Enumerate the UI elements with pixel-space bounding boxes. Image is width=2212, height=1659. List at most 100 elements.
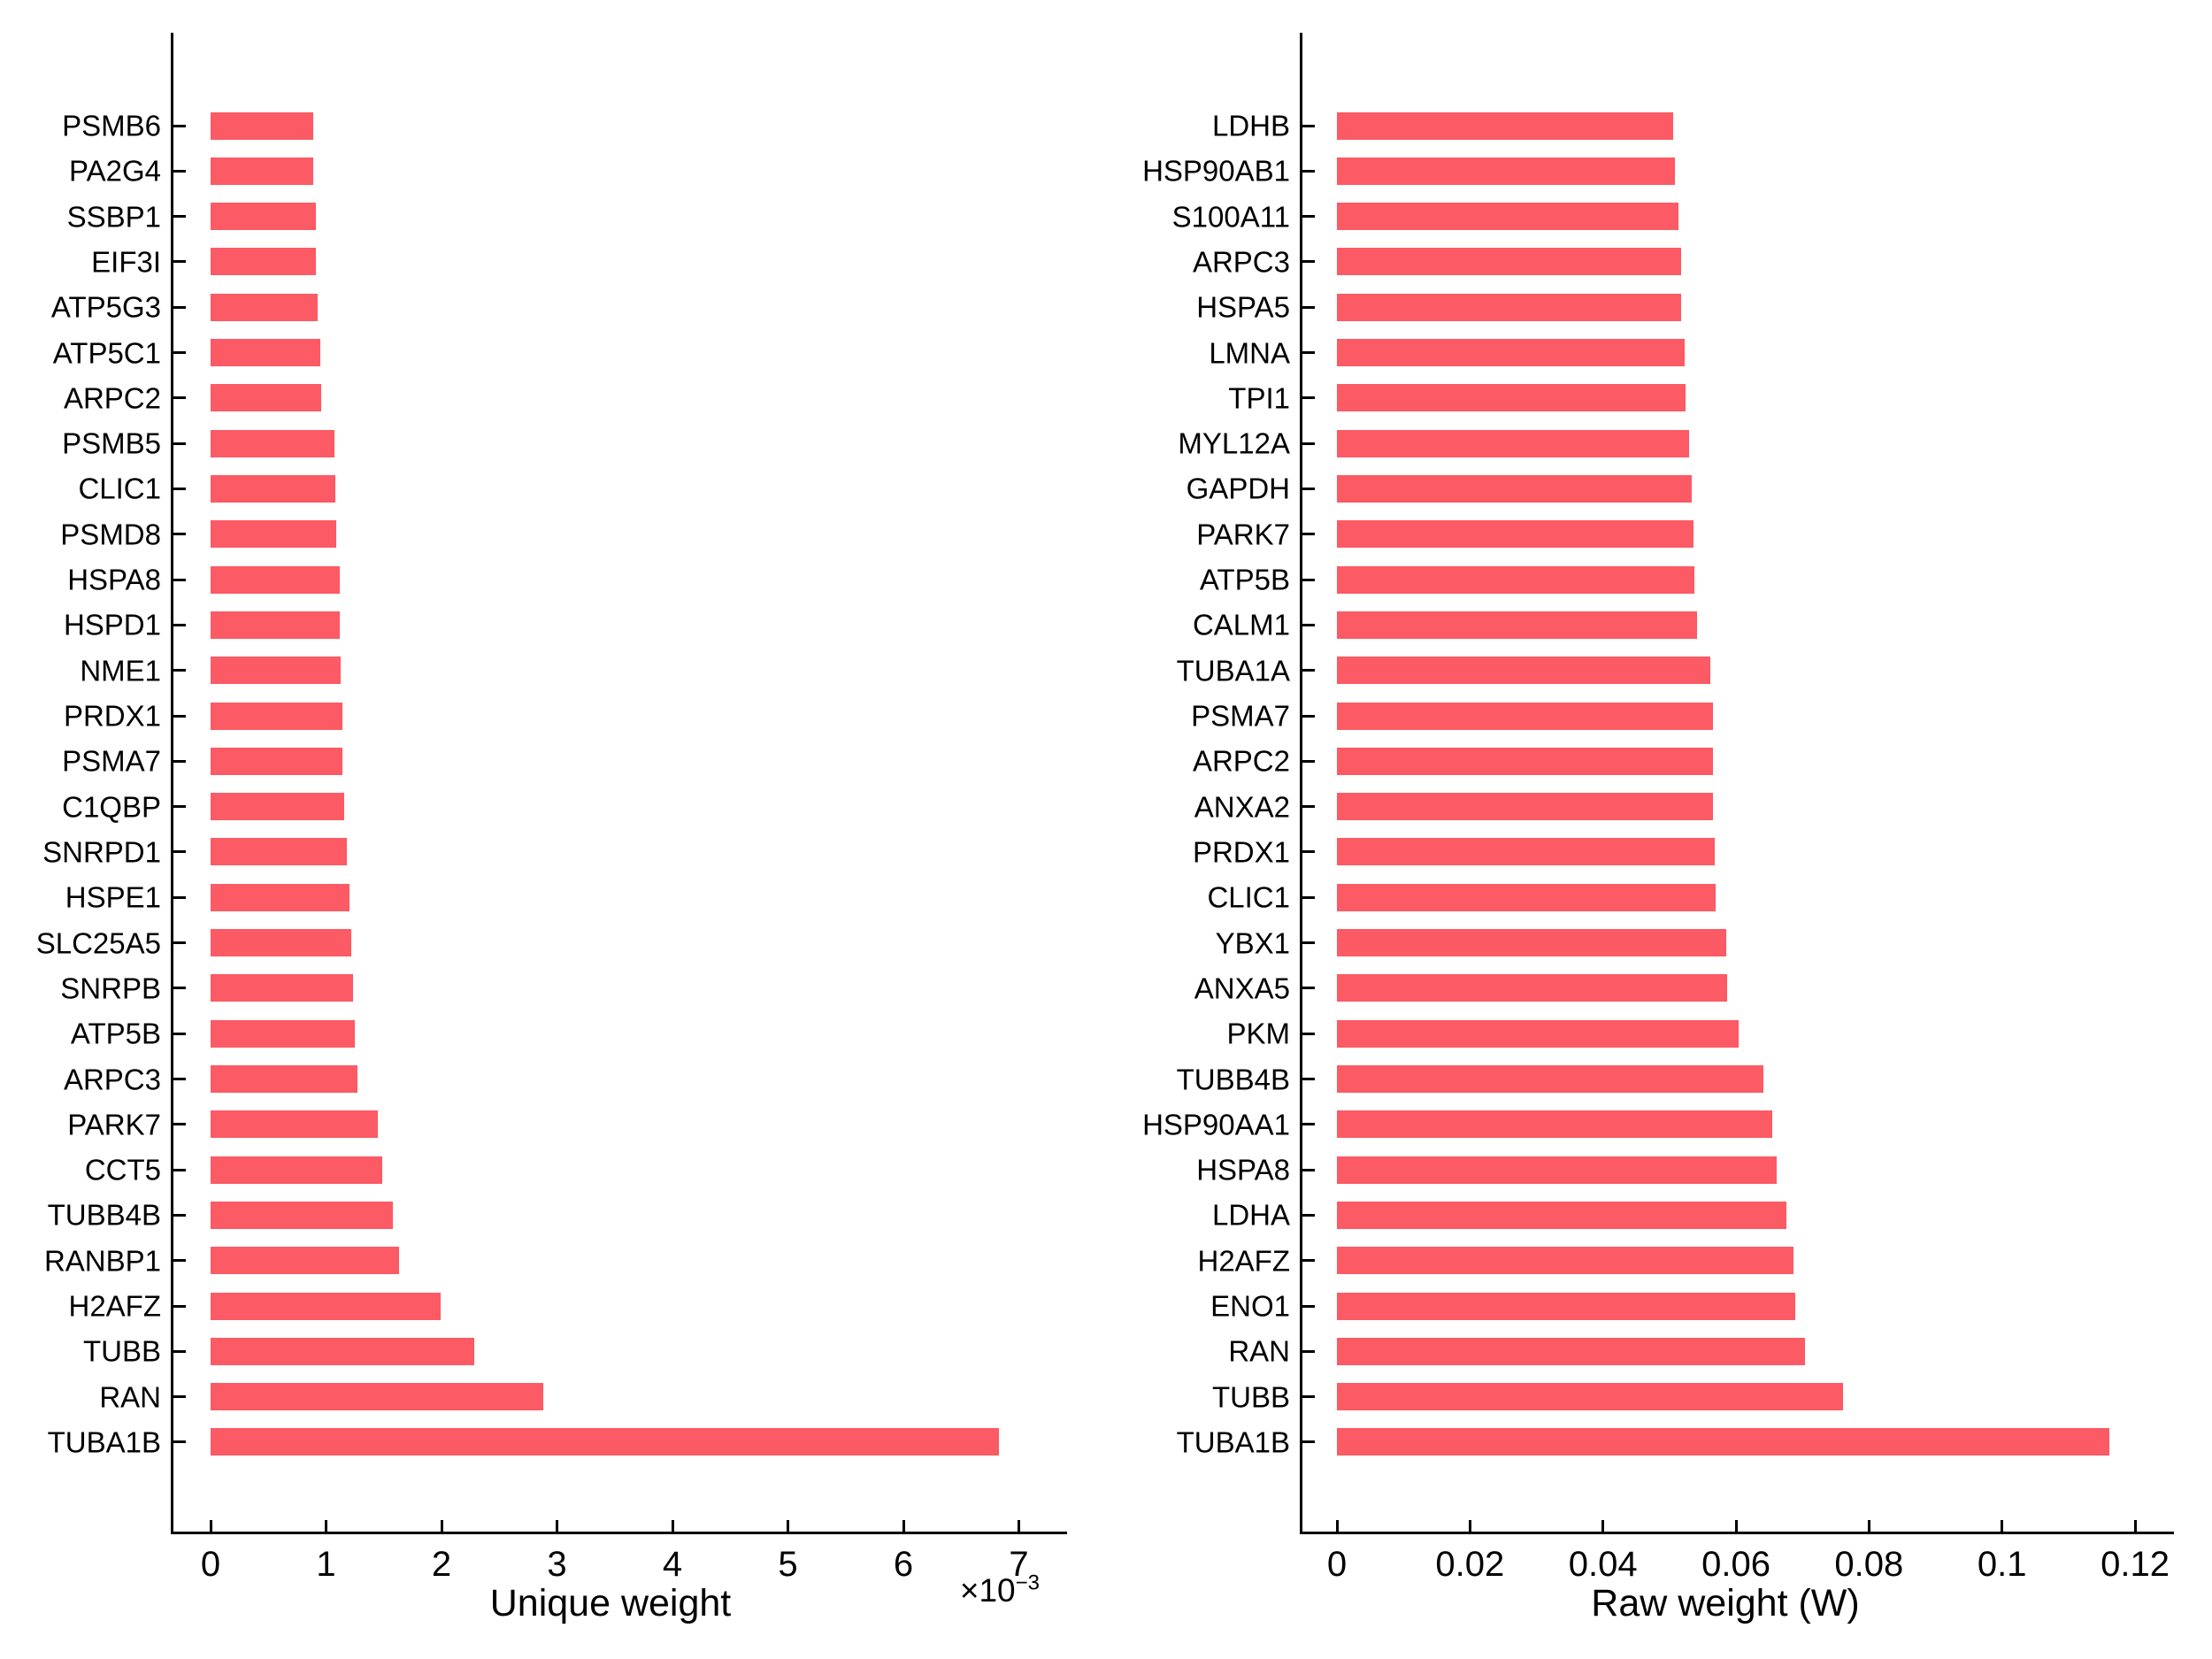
- y-category-label: PRDX1: [63, 699, 161, 733]
- y-category-label: PARK7: [67, 1108, 161, 1141]
- y-category-label: RAN: [1228, 1334, 1290, 1368]
- bar: [1337, 1019, 1740, 1048]
- x-tick-label: 3: [547, 1545, 567, 1584]
- y-category-label: LDHB: [1211, 109, 1290, 142]
- y-tick: [171, 759, 186, 763]
- y-tick: [1300, 215, 1315, 219]
- bar: [211, 1201, 394, 1229]
- bar: [211, 1110, 379, 1139]
- y-category-label: ARPC2: [1192, 744, 1290, 778]
- y-category-label: NME1: [80, 654, 161, 687]
- bar: [1337, 1428, 2109, 1456]
- y-category-label: CCT5: [84, 1153, 161, 1187]
- y-tick: [1300, 124, 1315, 127]
- y-tick: [171, 305, 186, 309]
- bar: [211, 1247, 399, 1275]
- y-category-label: RANBP1: [43, 1244, 161, 1278]
- x-tick-label: 0.12: [2101, 1545, 2170, 1584]
- y-category-label: TUBA1B: [1176, 1425, 1290, 1459]
- bar: [1337, 611, 1698, 639]
- exponent-value: −3: [1015, 1571, 1040, 1595]
- bar: [1337, 838, 1715, 866]
- y-tick: [1300, 1440, 1315, 1444]
- y-category-label: ANXA2: [1194, 790, 1290, 824]
- x-tick: [209, 1520, 212, 1534]
- y-tick: [171, 396, 186, 400]
- y-tick: [171, 805, 186, 809]
- y-tick: [171, 169, 186, 173]
- x-tick-label: 0.04: [1568, 1545, 1638, 1584]
- y-tick: [1300, 805, 1315, 809]
- bar: [1337, 1292, 1795, 1320]
- bar: [211, 611, 341, 639]
- bar: [1337, 1156, 1777, 1184]
- bar: [1337, 293, 1682, 321]
- bar: [211, 1428, 1000, 1456]
- y-category-label: SNRPB: [60, 972, 161, 1005]
- y-category-label: HSPD1: [63, 608, 161, 641]
- y-tick: [171, 850, 186, 854]
- x-tick-label: 7: [1009, 1545, 1029, 1584]
- bar: [211, 1292, 441, 1320]
- x-tick: [1867, 1520, 1870, 1534]
- bar: [211, 1065, 357, 1093]
- bar: [1337, 203, 1679, 231]
- y-tick: [1300, 396, 1315, 400]
- y-tick: [171, 533, 186, 536]
- y-category-label: CLIC1: [78, 472, 161, 505]
- y-category-label: ATP5B: [1199, 563, 1290, 596]
- bar: [1337, 339, 1686, 367]
- y-category-label: ARPC3: [63, 1063, 161, 1095]
- bar: [1337, 565, 1695, 594]
- bar: [211, 1337, 474, 1365]
- y-tick: [171, 215, 186, 219]
- y-category-label: TUBB: [1211, 1380, 1290, 1414]
- y-tick: [171, 1440, 186, 1444]
- y-category-label: RAN: [99, 1380, 161, 1414]
- bar: [1337, 657, 1710, 685]
- y-tick: [1300, 623, 1315, 626]
- y-category-label: TUBB: [82, 1334, 161, 1368]
- bar: [1337, 157, 1675, 185]
- y-tick: [1300, 669, 1315, 672]
- y-category-label: PSMB5: [62, 426, 161, 460]
- x-tick-label: 0.08: [1834, 1545, 1904, 1584]
- x-tick: [1601, 1520, 1605, 1534]
- bar: [211, 520, 337, 549]
- x-tick: [1335, 1520, 1339, 1534]
- y-axis-line: [1300, 33, 1302, 1534]
- x-tick: [556, 1520, 558, 1534]
- y-tick: [1300, 895, 1315, 899]
- y-category-label: LDHA: [1211, 1198, 1290, 1232]
- y-tick: [171, 442, 186, 445]
- y-tick: [1300, 1259, 1315, 1263]
- y-tick: [1300, 1123, 1315, 1126]
- y-category-label: PSMB6: [62, 109, 161, 142]
- y-tick: [171, 1032, 186, 1035]
- y-category-label: SLC25A5: [35, 926, 161, 960]
- bar: [211, 747, 342, 775]
- bar: [211, 203, 316, 231]
- y-tick: [1300, 351, 1315, 355]
- y-category-label: CLIC1: [1207, 880, 1290, 914]
- bar: [211, 793, 345, 821]
- y-axis-line: [171, 33, 173, 1534]
- bar: [1337, 1337, 1806, 1365]
- y-category-label: C1QBP: [62, 790, 161, 824]
- x-axis-line: [171, 1532, 1067, 1534]
- y-category-label: TUBB4B: [47, 1198, 161, 1232]
- bar: [1337, 1110, 1772, 1139]
- y-tick: [1300, 1032, 1315, 1035]
- x-axis-title-unique-weight: Unique weight: [489, 1582, 732, 1624]
- bar: [1337, 974, 1728, 1002]
- y-category-label: S100A11: [1171, 200, 1290, 234]
- y-tick: [171, 1078, 186, 1080]
- y-category-label: H2AFZ: [68, 1289, 161, 1323]
- y-category-label: HSP90AB1: [1142, 154, 1290, 188]
- y-tick: [1300, 578, 1315, 581]
- y-tick: [1300, 1168, 1315, 1171]
- bar: [211, 657, 342, 685]
- bar: [1337, 883, 1716, 911]
- y-tick: [1300, 533, 1315, 536]
- y-category-label: HSP90AA1: [1142, 1108, 1290, 1141]
